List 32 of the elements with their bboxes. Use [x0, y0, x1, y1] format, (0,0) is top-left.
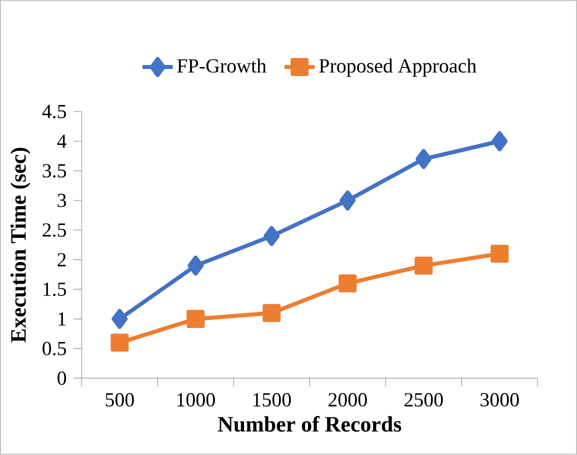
x-tick-label: 2500 — [404, 393, 443, 407]
x-tick-label: 2000 — [328, 393, 367, 407]
x-axis-title: Number of Records — [218, 416, 402, 432]
y-tick-label: 4 — [57, 134, 66, 148]
point — [416, 149, 432, 170]
legend-label: FP-Growth — [177, 58, 266, 73]
x-tick-label: 1000 — [177, 393, 215, 407]
point — [110, 334, 129, 352]
y-tick-label: 2 — [58, 253, 66, 266]
point — [492, 131, 508, 152]
point — [338, 274, 357, 293]
y-tick-label: 3.5 — [42, 164, 66, 178]
y-tick-label: 3 — [58, 194, 66, 208]
x-tick-label: 1500 — [253, 393, 291, 407]
y-tick-label: 0.5 — [42, 342, 66, 356]
point — [264, 226, 280, 246]
point — [262, 304, 281, 322]
point — [186, 310, 205, 328]
y-tick-label: 4.5 — [42, 105, 66, 118]
point — [112, 309, 128, 330]
y-axis-title: Execution Time (sec) — [10, 148, 30, 343]
point — [340, 190, 356, 211]
x-tick-label: 3000 — [480, 393, 519, 407]
point — [414, 256, 433, 275]
legend-label: Proposed Approach — [319, 58, 476, 77]
x-tick-label: 500 — [106, 393, 134, 407]
y-tick-label: 0 — [58, 372, 66, 386]
point — [188, 256, 204, 276]
y-tick-label: 1 — [58, 312, 66, 326]
point — [490, 244, 509, 263]
y-tick-label: 2.5 — [42, 223, 66, 237]
y-tick-label: 1.5 — [44, 282, 66, 296]
